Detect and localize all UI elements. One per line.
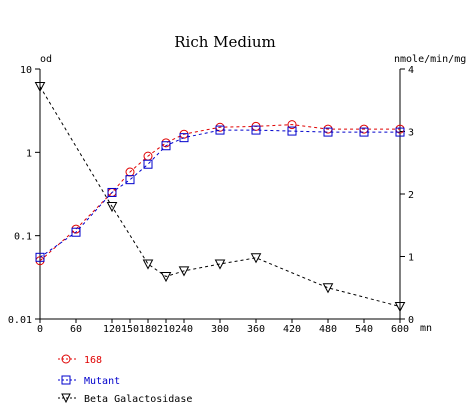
legend-item-beta-galactosidase: Beta Galactosidase [58, 393, 192, 405]
data-point-mutant [71, 227, 81, 237]
x-tick-label: 60 [70, 324, 82, 335]
data-point-beta-galactosidase [178, 266, 190, 277]
right-tick-label: 3 [408, 128, 414, 139]
x-tick-label: 120 [103, 324, 121, 335]
x-tick-label: 240 [175, 324, 193, 335]
right-tick-label: 2 [408, 190, 414, 201]
data-point-beta-galactosidase [34, 82, 46, 93]
x-tick-label: 540 [355, 324, 373, 335]
chart-title: Rich Medium [174, 33, 275, 51]
right-tick-label: 1 [408, 253, 414, 264]
left-tick-label: 0.1 [14, 232, 32, 243]
x-tick-label: 0 [37, 324, 43, 335]
data-point-168 [287, 120, 297, 130]
left-tick-label: 10 [20, 65, 32, 76]
data-point-beta-galactosidase [142, 259, 154, 270]
left-axis-ticks: 0.01 0.1 1 10 [8, 65, 40, 326]
legend-marker-beta-galactosidase [61, 393, 71, 404]
data-point-mutant [251, 125, 261, 135]
data-point-mutant [143, 159, 153, 169]
x-tick-label: 480 [319, 324, 337, 335]
x-axis-unit: mn [420, 323, 432, 334]
data-point-mutant [161, 141, 171, 151]
x-tick-label: 210 [157, 324, 175, 335]
legend-item-168: 168 [58, 354, 102, 366]
legend-item-mutant: Mutant [58, 375, 120, 387]
data-point-mutant [107, 187, 117, 197]
legend-label-168: 168 [84, 355, 102, 366]
data-point-mutant [179, 133, 189, 143]
legend-marker-mutant [61, 375, 71, 385]
x-tick-label: 420 [283, 324, 301, 335]
data-point-beta-galactosidase [250, 253, 262, 264]
data-point-mutant [125, 175, 135, 185]
legend-marker-168 [61, 354, 71, 364]
data-point-mutant [287, 126, 297, 136]
legend: 168 Mutant Beta Galactosidase [58, 354, 192, 405]
x-tick-label: 300 [211, 324, 229, 335]
data-point-mutant [395, 127, 405, 137]
legend-label-beta-galactosidase: Beta Galactosidase [84, 394, 192, 405]
x-tick-label: 150 [121, 324, 139, 335]
right-axis-unit: nmole/min/mg [394, 54, 466, 65]
data-point-mutant [323, 127, 333, 137]
series-line-beta-galactosidase [39, 86, 401, 307]
data-point-mutant [359, 127, 369, 137]
plot-area [34, 82, 406, 313]
right-tick-label: 0 [408, 315, 414, 326]
data-point-beta-galactosidase [106, 202, 118, 213]
x-tick-label: 180 [139, 324, 157, 335]
data-point-beta-galactosidase [394, 302, 406, 313]
legend-label-mutant: Mutant [84, 376, 120, 387]
data-point-mutant [215, 125, 225, 135]
data-point-beta-galactosidase [160, 272, 172, 283]
left-tick-label: 1 [26, 148, 32, 159]
left-tick-label: 0.01 [8, 315, 32, 326]
x-tick-label: 600 [391, 324, 409, 335]
x-axis-ticks: 0 60 120 150 180 210 240 300 360 420 480 540 600 [37, 319, 409, 335]
right-axis-ticks: 0 1 2 3 4 [400, 65, 414, 326]
series-line-mutant [39, 129, 400, 258]
data-point-beta-galactosidase [322, 283, 334, 294]
data-point-mutant [35, 252, 45, 262]
right-tick-label: 4 [408, 65, 414, 76]
series-line-168 [39, 124, 400, 262]
x-tick-label: 360 [247, 324, 265, 335]
left-axis-unit: od [40, 54, 52, 65]
data-point-beta-galactosidase [214, 259, 226, 270]
